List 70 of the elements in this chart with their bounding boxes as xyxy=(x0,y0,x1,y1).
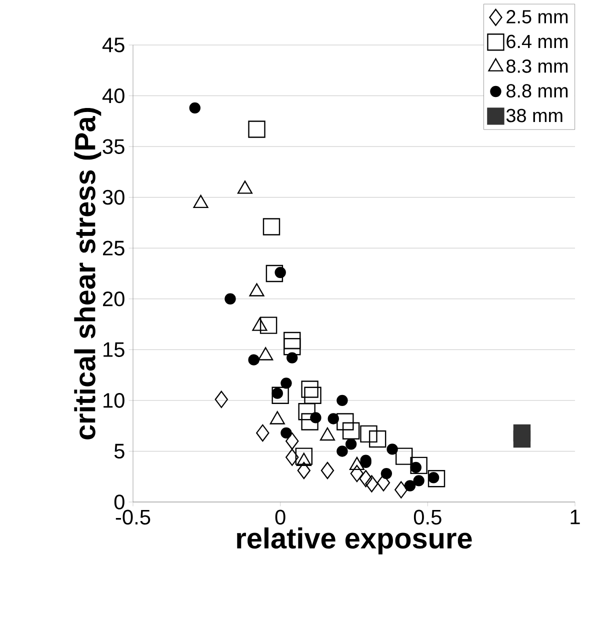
point xyxy=(360,425,378,443)
y-tick-label: 10 xyxy=(104,393,124,408)
point xyxy=(280,427,292,439)
legend-label: 6.4 mm xyxy=(506,34,568,48)
point xyxy=(336,413,354,430)
point xyxy=(274,266,286,278)
y-tick-label: 25 xyxy=(103,240,124,256)
point xyxy=(256,424,270,442)
point xyxy=(404,480,416,492)
point xyxy=(301,380,318,398)
y-tick-label: 20 xyxy=(103,291,124,306)
point xyxy=(297,462,311,480)
y-axis-title: critical shear stress (Pa) xyxy=(74,108,102,440)
point xyxy=(248,354,260,366)
point xyxy=(224,293,236,304)
point xyxy=(376,474,390,492)
point xyxy=(304,386,322,404)
point xyxy=(336,446,348,457)
x-tick-label: 0.5 xyxy=(414,510,442,525)
point xyxy=(284,332,301,350)
legend-label: 38 mm xyxy=(506,108,562,122)
point xyxy=(345,438,357,450)
point xyxy=(413,475,424,486)
point xyxy=(350,464,364,482)
legend-label: 8.8 mm xyxy=(506,84,568,98)
point xyxy=(328,413,339,424)
y-tick-label: 35 xyxy=(102,139,124,154)
point xyxy=(386,444,398,455)
point xyxy=(410,462,422,474)
y-tick-label: 5 xyxy=(114,444,124,459)
point xyxy=(248,120,266,138)
point xyxy=(359,470,372,488)
point xyxy=(410,456,428,474)
point xyxy=(214,390,228,408)
point xyxy=(286,448,299,466)
y-tick-label: 45 xyxy=(102,38,124,52)
point xyxy=(320,462,334,480)
point xyxy=(336,394,348,406)
x-tick-label: 1 xyxy=(570,510,580,524)
point xyxy=(286,432,299,450)
x-axis-title: relative exposure xyxy=(237,527,472,554)
point xyxy=(266,264,284,282)
point xyxy=(280,378,292,389)
point xyxy=(310,412,322,424)
point xyxy=(396,448,413,465)
x-tick-label: 0 xyxy=(275,510,286,525)
point xyxy=(295,448,313,465)
point xyxy=(272,386,289,404)
point xyxy=(342,422,360,440)
point xyxy=(394,481,408,498)
legend-label: 2.5 mm xyxy=(506,10,568,24)
point xyxy=(272,388,283,399)
point xyxy=(428,472,440,484)
x-tick-label: -0.5 xyxy=(116,510,150,525)
y-tick-label: 30 xyxy=(102,190,124,205)
point xyxy=(262,218,280,236)
point xyxy=(428,470,446,488)
point xyxy=(513,430,531,448)
point xyxy=(365,475,378,492)
point xyxy=(189,102,200,114)
point xyxy=(286,352,298,364)
legend-label: 8.3 mm xyxy=(506,59,568,73)
y-tick-label: 15 xyxy=(104,342,124,357)
y-tick-label: 40 xyxy=(102,88,124,104)
y-tick-label: 0 xyxy=(114,494,124,510)
point xyxy=(301,413,318,430)
point xyxy=(380,468,392,480)
point xyxy=(284,338,301,356)
point xyxy=(260,316,278,334)
point xyxy=(368,430,386,448)
